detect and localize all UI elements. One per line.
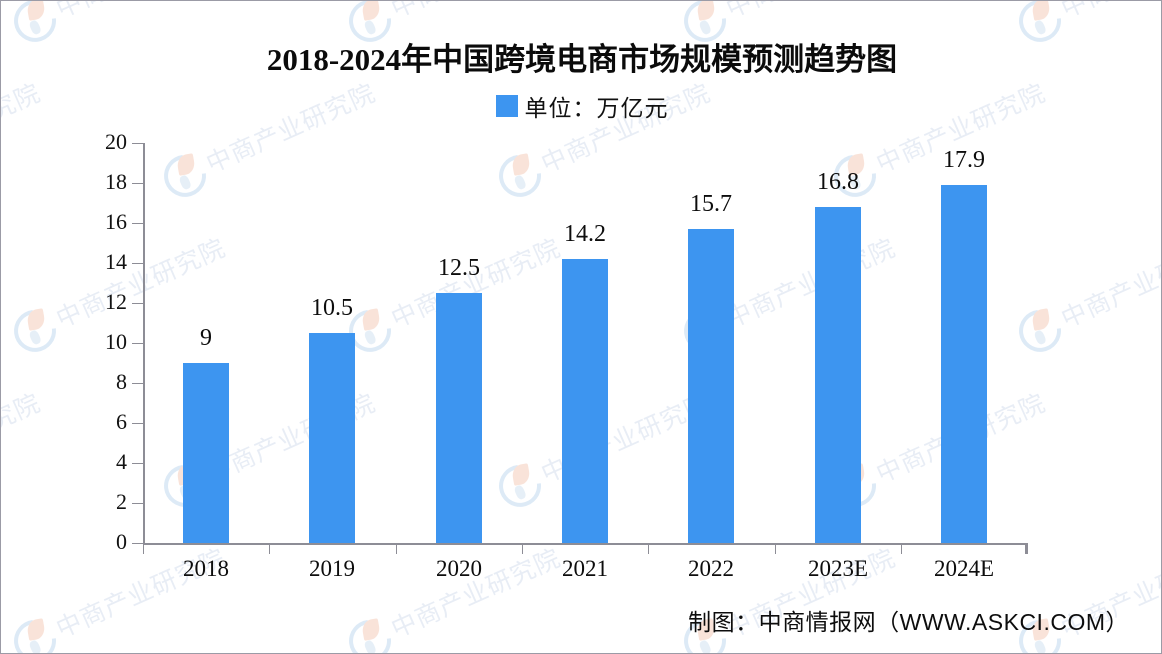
watermark-text: 中商产业研究院 bbox=[387, 543, 565, 644]
y-axis-tick bbox=[132, 263, 143, 264]
x-axis-label-2018: 2018 bbox=[183, 556, 229, 581]
legend-swatch-icon bbox=[495, 95, 518, 117]
x-axis-endcap bbox=[1025, 543, 1027, 554]
bar-value-label: 17.9 bbox=[943, 147, 985, 173]
y-axis-tick bbox=[132, 503, 143, 504]
bar-value-label: 14.2 bbox=[564, 221, 606, 247]
bar-2022 bbox=[688, 229, 734, 543]
bar-value-label: 9 bbox=[200, 325, 212, 351]
bar-value-label: 10.5 bbox=[311, 295, 353, 321]
y-axis-tick-label: 2 bbox=[116, 489, 127, 514]
x-axis-label-2021: 2021 bbox=[562, 556, 608, 581]
x-axis-tick bbox=[1027, 543, 1028, 554]
chart-title: 2018-2024年中国跨境电商市场规模预测趋势图 bbox=[266, 42, 898, 77]
askci-c-logo-icon bbox=[340, 611, 400, 653]
y-axis-line bbox=[143, 143, 145, 543]
watermark-text: 中商产业研究院 bbox=[1, 388, 45, 489]
y-axis-tick bbox=[132, 303, 143, 304]
y-axis-tick-label: 10 bbox=[105, 329, 127, 354]
watermark-text: 中商产业研究院 bbox=[720, 1, 901, 25]
y-axis-tick-label: 12 bbox=[105, 289, 127, 314]
x-axis-tick bbox=[143, 543, 144, 554]
plot-area: 0 2 4 6 8 10 12 14 16 18 20 9 10.5 12.5 14.2 15.7 16.8 1… bbox=[105, 129, 1028, 581]
y-axis-tick-label: 4 bbox=[116, 449, 127, 474]
x-axis-tick bbox=[396, 543, 397, 554]
x-axis-tick bbox=[648, 543, 649, 554]
x-axis-label-2023E: 2023E bbox=[807, 556, 869, 581]
y-axis-tick bbox=[132, 343, 143, 344]
bar-2023E bbox=[815, 207, 861, 543]
watermark-text: 中商产业研究院 bbox=[385, 1, 566, 25]
x-axis-tick bbox=[269, 543, 270, 554]
y-axis-tick-label: 0 bbox=[116, 529, 127, 554]
bar-value-label: 15.7 bbox=[690, 191, 732, 217]
y-axis-tick bbox=[132, 383, 143, 384]
askci-c-logo-icon bbox=[5, 611, 65, 653]
y-axis-tick bbox=[132, 543, 143, 544]
y-axis-tick bbox=[132, 143, 143, 144]
watermark-item: 中商产业研究院 bbox=[1156, 360, 1161, 521]
x-axis-tick bbox=[901, 543, 902, 554]
bar-2019 bbox=[309, 333, 355, 543]
watermark-text: 中商产业研究院 bbox=[1055, 1, 1161, 25]
y-axis-tick bbox=[132, 183, 143, 184]
bar-2020 bbox=[436, 293, 482, 543]
x-axis-label-2022: 2022 bbox=[688, 556, 734, 581]
y-axis-tick-label: 18 bbox=[105, 169, 127, 194]
bar-2024E bbox=[941, 185, 987, 543]
bar-value-label: 16.8 bbox=[817, 169, 859, 195]
chart-legend: 单位：万亿元 bbox=[1, 89, 1161, 123]
y-axis-tick-label: 14 bbox=[105, 249, 127, 274]
x-axis-label-2024E: 2024E bbox=[933, 556, 995, 581]
x-axis-label-2020: 2020 bbox=[436, 556, 482, 581]
bar-2018 bbox=[183, 363, 229, 543]
bar-2021 bbox=[562, 259, 608, 543]
y-axis-tick bbox=[132, 223, 143, 224]
bar-value-label: 12.5 bbox=[438, 255, 480, 281]
y-axis-tick-label: 16 bbox=[105, 209, 127, 234]
watermark-text: 中商产业研究院 bbox=[50, 1, 231, 25]
y-axis-tick-label: 20 bbox=[105, 129, 127, 154]
x-axis-label-2019: 2019 bbox=[309, 556, 355, 581]
y-axis-tick bbox=[132, 423, 143, 424]
y-axis-tick-label: 8 bbox=[116, 369, 127, 394]
askci-c-logo-icon bbox=[5, 301, 65, 361]
legend-label: 单位：万亿元 bbox=[524, 95, 669, 121]
x-axis-line bbox=[143, 543, 1027, 545]
x-axis-tick bbox=[775, 543, 776, 554]
source-credit: 制图：中商情报网（WWW.ASKCI.COM） bbox=[688, 609, 1129, 635]
x-axis-tick bbox=[522, 543, 523, 554]
y-axis-tick-label: 6 bbox=[116, 409, 127, 434]
watermark-text: 中商产业研究院 bbox=[1057, 233, 1162, 334]
watermark-item: 中商产业研究院 bbox=[1006, 205, 1162, 366]
y-axis-tick bbox=[132, 463, 143, 464]
